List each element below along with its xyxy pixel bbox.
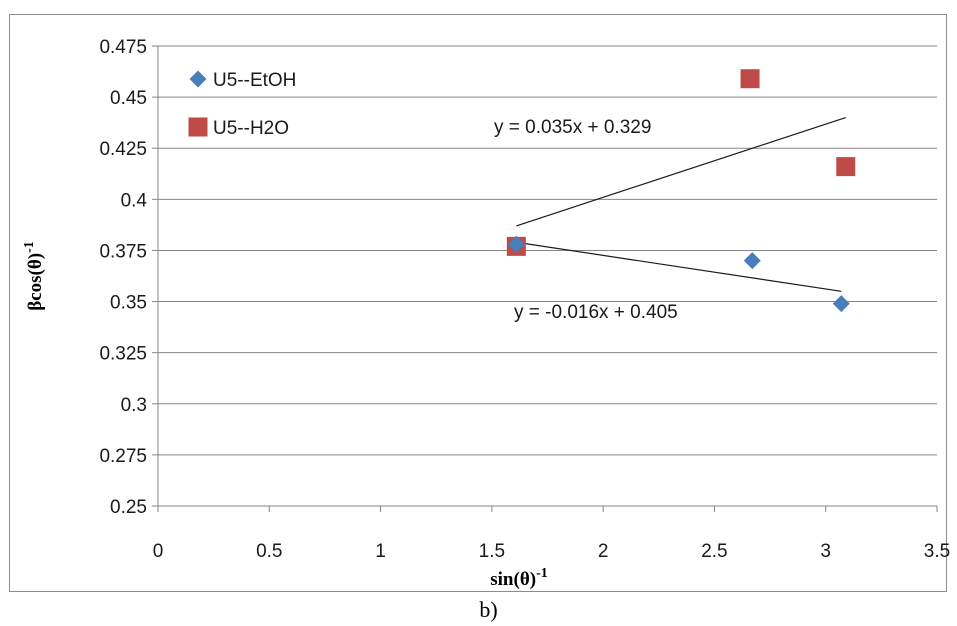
legend-label-h2o: U5--H2O [213, 118, 289, 139]
trendline-1 [516, 241, 842, 292]
y-axis-title-main: βcos(θ) [25, 253, 46, 311]
x-tick-label: 1.5 [479, 541, 505, 562]
y-tick-label: 0.275 [99, 446, 147, 467]
x-tick-label: 3 [820, 541, 831, 562]
x-tick-label: 3.5 [924, 541, 950, 562]
legend-square-icon [188, 117, 208, 137]
trendlines [516, 116, 846, 292]
y-tick-label: 0.475 [99, 37, 147, 58]
tick-labels: 0.25 0.275 0.3 0.325 0.35 0.375 0.4 0.425 0.45 0.… [99, 37, 950, 562]
x-tick-label: 0 [153, 541, 164, 562]
trendline-equation-h2o: y = 0.035x + 0.329 [494, 117, 651, 138]
x-axis-title: sin(θ)-1 [490, 566, 547, 590]
trendline-0 [516, 116, 846, 227]
point-etoh [743, 252, 761, 270]
grid-lines [158, 45, 937, 456]
point-etoh [507, 235, 525, 253]
x-tick-label: 2.5 [701, 541, 727, 562]
y-tick-label: 0.3 [121, 395, 147, 416]
y-tick-label: 0.325 [99, 344, 147, 365]
figure-caption: b) [0, 597, 957, 623]
figure-caption-text: b) [479, 597, 498, 622]
y-tick-label: 0.35 [110, 293, 147, 314]
legend: U5--EtOH U5--H2O [188, 70, 296, 139]
legend-marker-etoh [189, 70, 207, 88]
y-tick-label: 0.45 [110, 88, 147, 109]
legend-marker-h2o [188, 117, 208, 137]
point-h2o [836, 157, 856, 177]
point-h2o [740, 69, 760, 89]
x-tick-label: 1 [375, 541, 386, 562]
legend-diamond-icon [189, 70, 207, 88]
y-tick-label: 0.4 [121, 190, 148, 211]
chart-frame [9, 14, 947, 592]
y-axis-title-sup: -1 [22, 241, 37, 253]
point-etoh [832, 295, 850, 313]
trendline-equation-etoh: y = -0.016x + 0.405 [514, 302, 678, 323]
x-tick-label: 2 [598, 541, 609, 562]
y-tick-label: 0.25 [110, 497, 147, 518]
axes [152, 45, 938, 512]
x-axis-title-sup: -1 [536, 566, 548, 581]
y-axis-title: βcos(θ)-1 [22, 241, 46, 311]
x-tick-label: 0.5 [256, 541, 282, 562]
legend-label-etoh: U5--EtOH [213, 70, 296, 91]
x-axis-title-main: sin(θ) [490, 569, 536, 590]
y-tick-label: 0.375 [99, 241, 147, 262]
data-points [506, 69, 856, 313]
y-tick-label: 0.425 [99, 139, 147, 160]
